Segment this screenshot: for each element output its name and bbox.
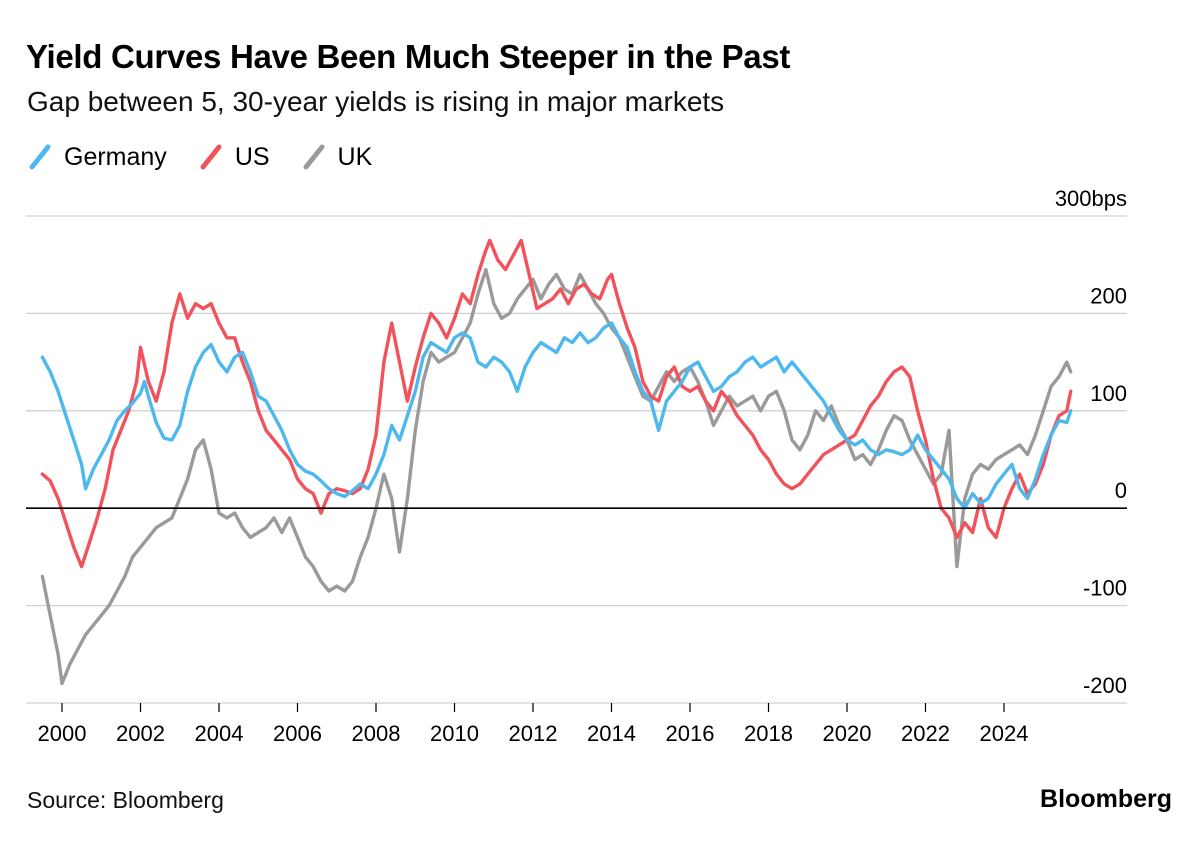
- x-tick-label: 2018: [744, 721, 793, 746]
- legend-item-germany: Germany: [26, 142, 167, 172]
- x-tick-label: 2000: [38, 721, 87, 746]
- legend-item-uk: UK: [300, 142, 373, 172]
- y-tick-label: 100: [1090, 381, 1127, 406]
- x-tick-label: 2004: [195, 721, 244, 746]
- legend-label-germany: Germany: [64, 142, 167, 171]
- x-tick-label: 2024: [980, 721, 1029, 746]
- legend-label-uk: UK: [337, 142, 373, 171]
- legend-swatch-uk: [303, 144, 325, 170]
- chart-title: Yield Curves Have Been Much Steeper in t…: [26, 38, 791, 75]
- brand-logo: Bloomberg: [1040, 785, 1172, 813]
- y-tick-label: 0: [1115, 478, 1127, 503]
- series-lines: [40, 238, 1073, 686]
- x-axis-ticks: 2000 2002 2004 2006 2008 2010 2012 2014 2016 2018…: [38, 703, 1029, 746]
- y-tick-label: -200: [1083, 673, 1127, 698]
- x-tick-label: 2012: [509, 721, 558, 746]
- legend-label-us: US: [234, 142, 270, 171]
- chart-subtitle: Gap between 5, 30-year yields is rising …: [27, 86, 725, 117]
- legend-swatch-us: [200, 144, 222, 170]
- y-tick-label: -100: [1083, 576, 1127, 601]
- series-line-germany: [40, 321, 1073, 510]
- x-tick-label: 2002: [116, 721, 165, 746]
- y-tick-label: 200: [1090, 283, 1127, 308]
- series-line-us: [40, 238, 1073, 569]
- x-tick-label: 2022: [901, 721, 950, 746]
- x-tick-label: 2008: [352, 721, 401, 746]
- y-tick-label: 300bps: [1055, 186, 1127, 211]
- source-note: Source: Bloomberg: [27, 787, 224, 813]
- legend-swatch-germany: [29, 144, 51, 170]
- legend-item-us: US: [197, 142, 270, 172]
- x-tick-label: 2020: [823, 721, 872, 746]
- gridlines: [26, 215, 1127, 704]
- x-tick-label: 2006: [273, 721, 322, 746]
- chart-legend: Germany US UK: [26, 142, 402, 172]
- x-tick-label: 2014: [587, 721, 636, 746]
- series-line-uk: [40, 267, 1073, 686]
- x-tick-label: 2016: [666, 721, 715, 746]
- y-axis-ticks: 300bps 200 100 0 -100 -200: [1055, 186, 1127, 698]
- x-tick-label: 2010: [430, 721, 479, 746]
